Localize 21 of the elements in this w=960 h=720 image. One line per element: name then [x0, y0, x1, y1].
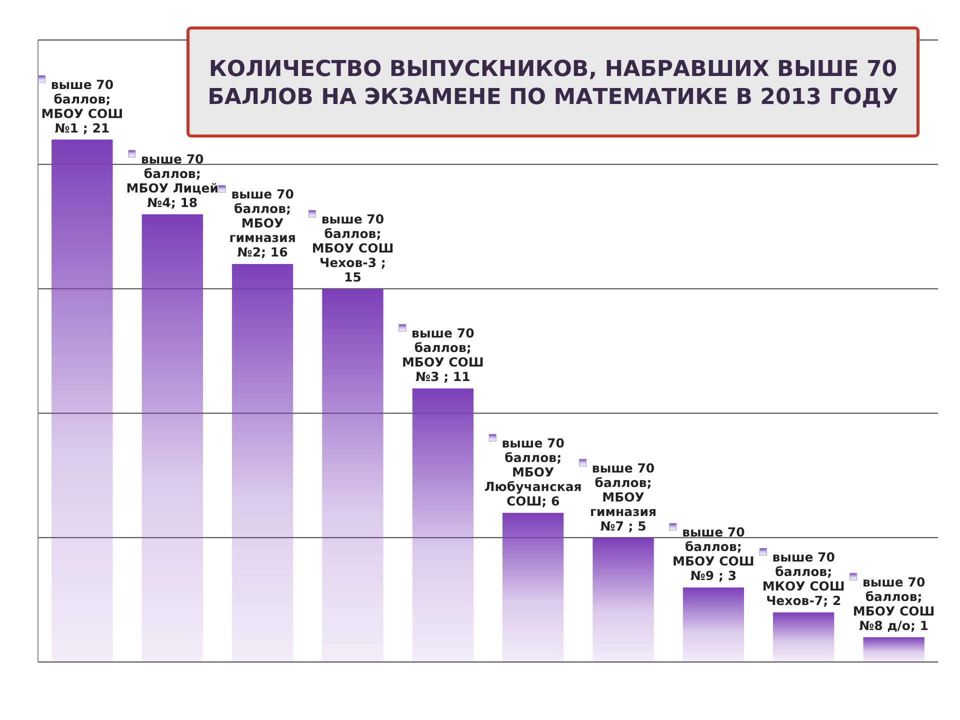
- data-label: выше 70 баллов; МБОУ гимназия №7 ; 5: [590, 460, 657, 534]
- data-label: выше 70 баллов; МБОУ СОШ №3 ; 11: [402, 326, 484, 384]
- bar: [412, 388, 474, 662]
- bar: [863, 637, 924, 662]
- bar: [772, 612, 834, 662]
- bar: [502, 512, 564, 662]
- data-label: выше 70 баллов; МБОУ гимназия №2; 16: [229, 186, 296, 260]
- bar: [592, 538, 654, 662]
- data-label: выше 70 баллов; МБОУ СОШ №8 д/о; 1: [852, 574, 935, 633]
- data-label: выше 70 баллов; МБОУ СОШ №1 ; 21: [41, 76, 124, 136]
- bar: [232, 264, 294, 662]
- bar: [142, 214, 204, 662]
- bar: [682, 587, 744, 662]
- data-label: выше 70 баллов; МКОУ СОШ Чехов-7; 2: [762, 549, 845, 608]
- data-label: выше 70 баллов; МБОУ СОШ №9 ; 3: [672, 524, 754, 584]
- data-label: выше 70 баллов; МБОУ СОШ Чехов-3 ; 15: [312, 212, 394, 285]
- bar: [322, 288, 384, 662]
- data-label: выше 70 баллов; МБОУ Любучанская СОШ; 6: [484, 435, 582, 508]
- text: КОЛИЧЕСТВО ВЫПУСКНИКОВ, НАБРАВШИХ ВЫШЕ 70 БАЛЛОВ НА ЭКЗАМЕНЕ ПО МАТЕМАТИКЕ В 2013 ГОДУ: [208, 57, 898, 110]
- bar: [52, 140, 113, 662]
- data-label: выше 70 баллов; МБОУ Лицей №4; 18: [126, 151, 218, 210]
